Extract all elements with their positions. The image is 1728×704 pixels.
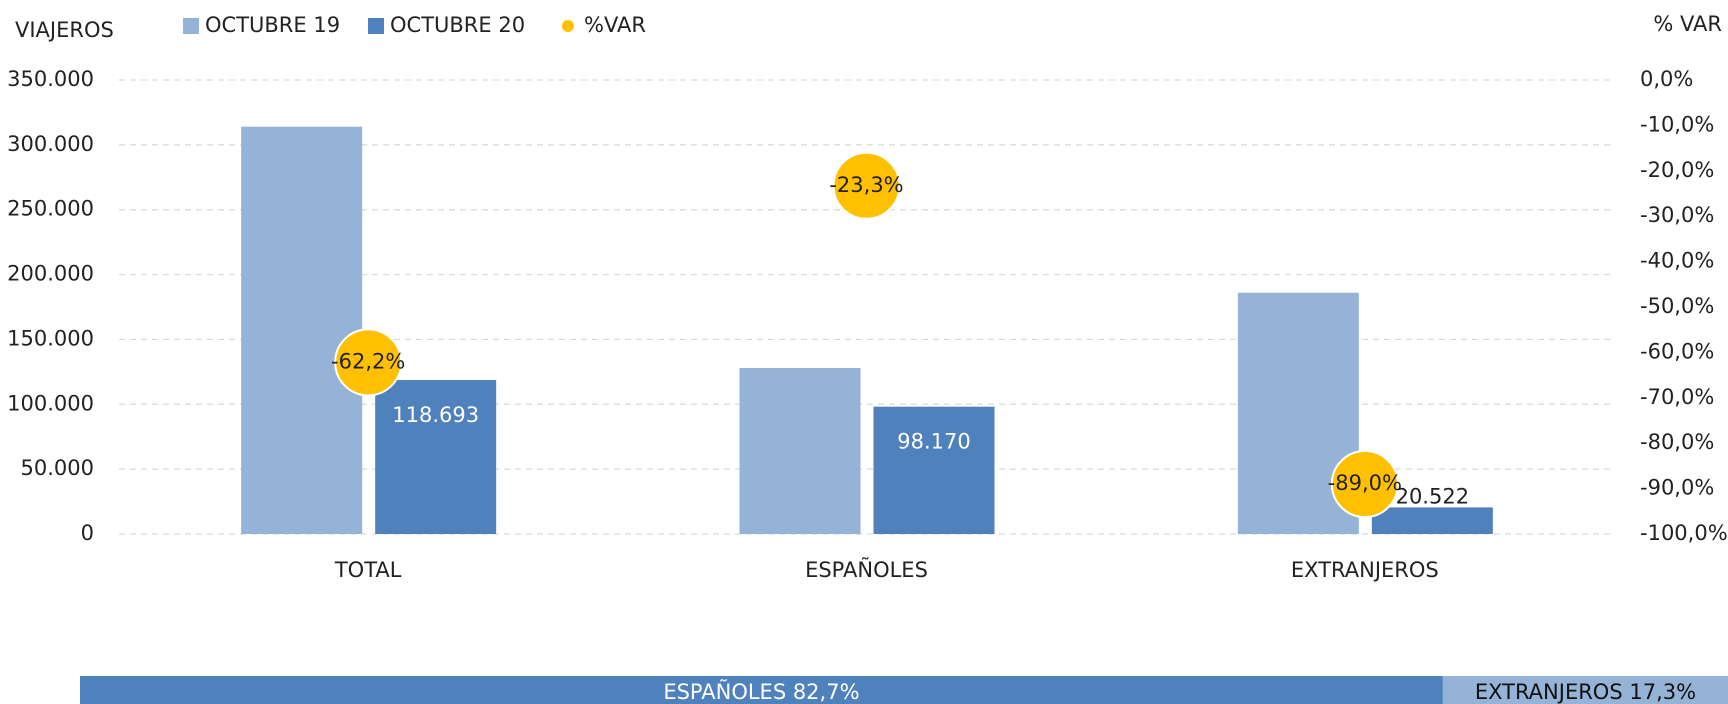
var-marker: [334, 328, 403, 397]
bar: [873, 406, 995, 534]
y-tick-label: 200.000: [7, 262, 94, 286]
data-label: -89,0%: [1328, 471, 1402, 495]
y2-tick-label: -50,0%: [1640, 294, 1714, 318]
x-tick-label: EXTRANJEROS: [1291, 558, 1439, 582]
y-tick-label: 300.000: [7, 132, 94, 156]
y2-tick-label: -20,0%: [1640, 158, 1714, 182]
y-tick-label: 100.000: [7, 391, 94, 415]
var-marker: [832, 151, 901, 220]
legend-label: OCTUBRE 19: [205, 13, 340, 37]
y-tick-label: 50.000: [21, 456, 94, 480]
y-tick-label: 0: [81, 521, 94, 545]
legend-marker: [562, 20, 574, 32]
data-label: -23,3%: [829, 173, 903, 197]
y2-tick-label: 0,0%: [1640, 67, 1693, 91]
legend-label: OCTUBRE 20: [390, 13, 525, 37]
legend-marker: [368, 18, 384, 34]
y-axis-title: VIAJEROS: [15, 18, 114, 42]
y2-tick-label: -10,0%: [1640, 112, 1714, 136]
bar: [241, 126, 363, 534]
x-tick-label: TOTAL: [334, 558, 402, 582]
y2-tick-label: -90,0%: [1640, 476, 1714, 500]
y2-tick-label: -60,0%: [1640, 339, 1714, 363]
var-marker: [1330, 450, 1399, 519]
y2-tick-label: -70,0%: [1640, 385, 1714, 409]
y2-tick-label: -30,0%: [1640, 203, 1714, 227]
legend-label: %VAR: [584, 13, 646, 37]
y-tick-label: 350.000: [7, 67, 94, 91]
y2-tick-label: -40,0%: [1640, 249, 1714, 273]
share-segment: [1442, 676, 1728, 704]
y-tick-label: 150.000: [7, 326, 94, 350]
data-label: 20.522: [1396, 484, 1469, 508]
y2-axis-title: % VAR: [1653, 12, 1722, 36]
y2-tick-label: -80,0%: [1640, 430, 1714, 454]
legend-marker: [183, 18, 199, 34]
bar: [1371, 507, 1493, 534]
bar: [375, 380, 497, 534]
share-segment: [80, 676, 1443, 704]
share-label: EXTRANJEROS 17,3%: [1475, 680, 1696, 704]
data-label: 98.170: [897, 430, 970, 454]
data-label: 118.693: [392, 403, 479, 427]
bar: [739, 367, 861, 534]
y-tick-label: 250.000: [7, 197, 94, 221]
x-tick-label: ESPAÑOLES: [805, 556, 928, 582]
y2-tick-label: -100,0%: [1640, 521, 1728, 545]
share-label: ESPAÑOLES 82,7%: [663, 678, 859, 704]
data-label: -62,2%: [331, 349, 405, 373]
